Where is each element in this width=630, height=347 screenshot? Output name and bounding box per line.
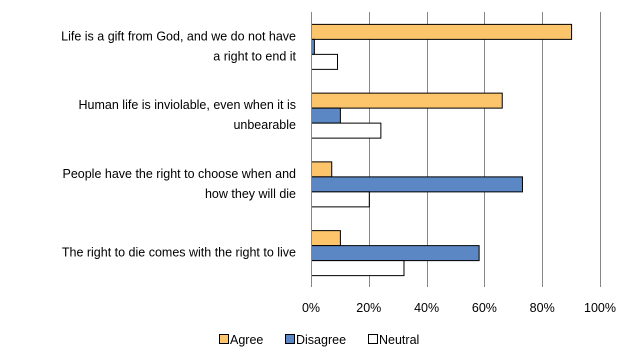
category-label: Life is a gift from God, and we do not h… [61, 29, 296, 63]
category-label: People have the right to choose when and… [62, 167, 296, 201]
category-label-line: People have the right to choose when and [62, 167, 296, 181]
category-label-line: The right to die comes with the right to… [62, 246, 296, 260]
bar-neutral-4 [311, 260, 405, 277]
legend-label-disagree: Disagree [296, 333, 346, 347]
category-label-line: a right to end it [213, 49, 296, 63]
category-label-line: Life is a gift from God, and we do not h… [61, 29, 296, 43]
bar-agree-4 [311, 230, 341, 247]
legend-swatch-neutral [368, 334, 378, 344]
bar-disagree-4 [311, 245, 480, 262]
category-labels: Life is a gift from God, and we do not h… [61, 29, 296, 259]
bar-neutral-1 [311, 53, 339, 70]
legend-label-agree: Agree [230, 333, 263, 347]
category-label-line: Human life is inviolable, even when it i… [79, 98, 296, 112]
x-tick-labels: 0% 20% 40% 60% 80% 100% [302, 301, 616, 315]
x-tick-label: 100% [584, 301, 616, 315]
bar-disagree-2 [311, 107, 341, 124]
bar-agree-1 [311, 23, 573, 40]
bar-neutral-2 [311, 122, 382, 139]
legend-label-neutral: Neutral [379, 333, 419, 347]
category-label: Human life is inviolable, even when it i… [79, 98, 297, 132]
legend-swatch-disagree [285, 334, 295, 344]
legend-swatch-agree [219, 334, 229, 344]
bar-disagree-3 [311, 176, 523, 193]
category-label: The right to die comes with the right to… [62, 246, 296, 260]
x-tick-label: 80% [530, 301, 555, 315]
x-tick-label: 60% [472, 301, 497, 315]
legend: Agree Disagree Neutral [219, 333, 419, 347]
category-label-line: how they will die [205, 187, 296, 201]
x-tick-label: 40% [414, 301, 439, 315]
bar-agree-2 [311, 92, 503, 109]
x-tick-label: 20% [356, 301, 381, 315]
category-label-line: unbearable [233, 118, 296, 132]
bars [311, 23, 573, 277]
bar-agree-3 [311, 161, 333, 178]
x-tick-label: 0% [302, 301, 320, 315]
grid-lines [369, 12, 601, 287]
bar-neutral-3 [311, 191, 370, 208]
